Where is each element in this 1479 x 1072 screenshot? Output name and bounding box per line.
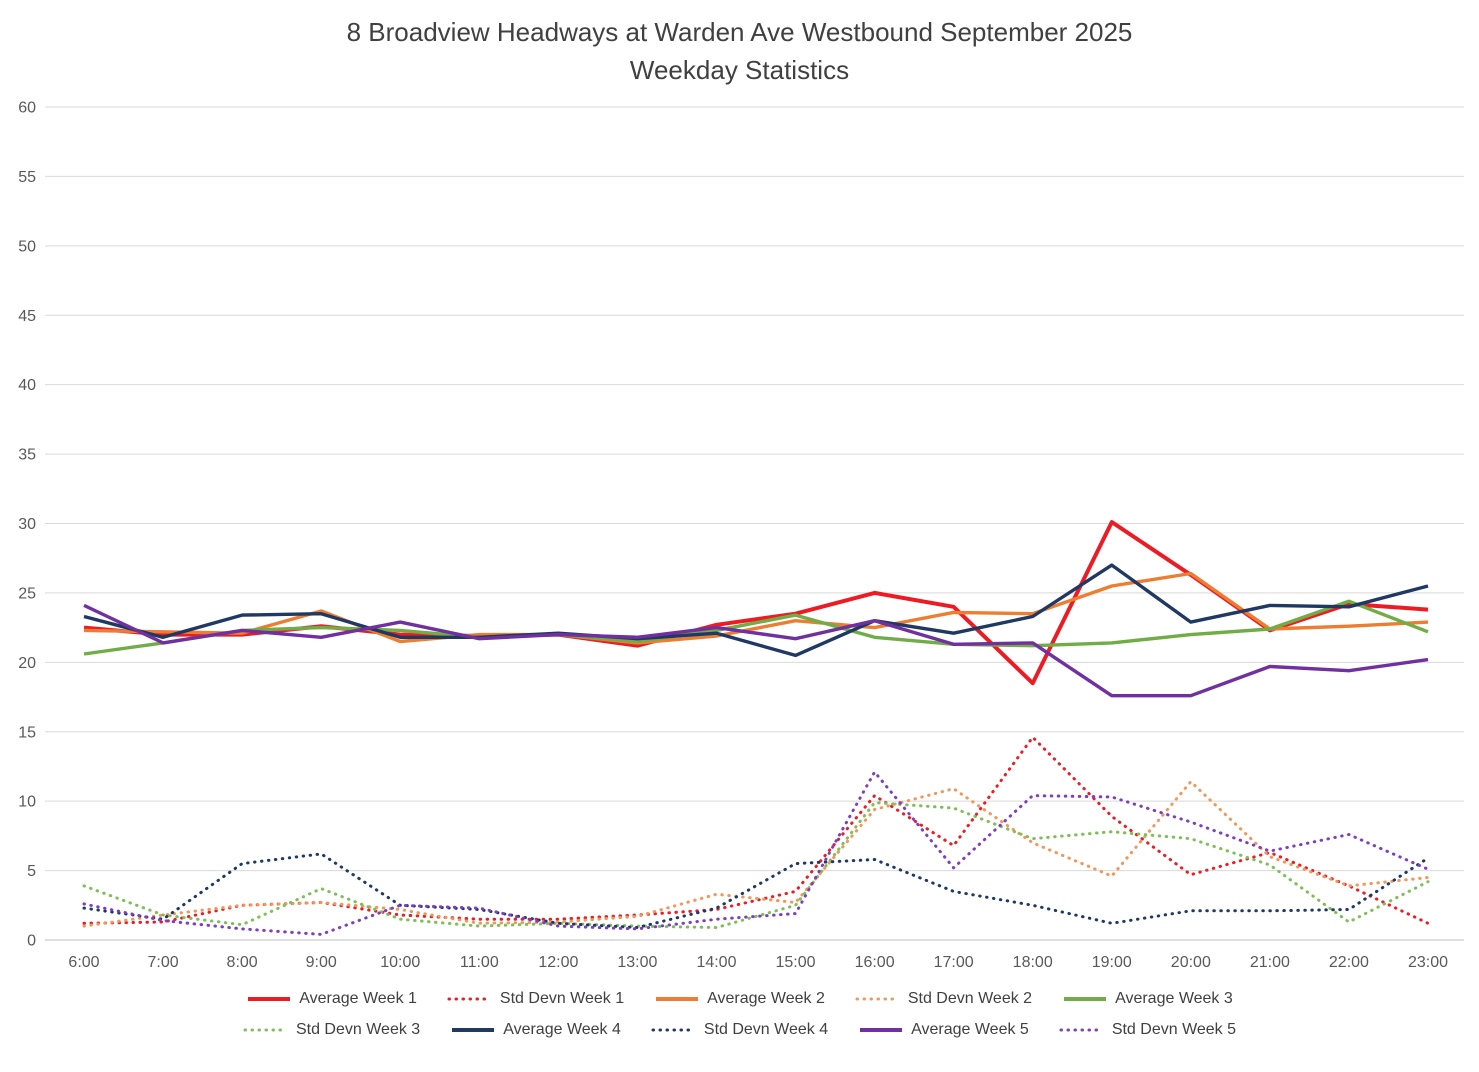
legend-item-average-week-1: Average Week 1 bbox=[246, 990, 417, 1008]
legend-item-std-devn-week-2: Std Devn Week 2 bbox=[855, 990, 1032, 1008]
x-tick-label: 13:00 bbox=[617, 954, 657, 971]
legend-item-std-devn-week-1: Std Devn Week 1 bbox=[447, 990, 624, 1008]
legend-dotted-line-icon bbox=[855, 997, 901, 1001]
series-line-std-devn-week-1 bbox=[82, 735, 1430, 925]
legend-item-average-week-4: Average Week 4 bbox=[450, 1021, 621, 1039]
legend-dotted-line-icon bbox=[243, 1028, 289, 1032]
y-tick-label: 5 bbox=[27, 863, 36, 880]
y-tick-label: 15 bbox=[18, 724, 36, 741]
x-tick-label: 22:00 bbox=[1329, 954, 1369, 971]
legend-label: Std Devn Week 5 bbox=[1111, 1021, 1237, 1038]
y-tick-label: 10 bbox=[18, 794, 36, 811]
gridlines bbox=[45, 106, 1464, 941]
y-tick-label: 20 bbox=[18, 655, 36, 672]
x-tick-label: 14:00 bbox=[696, 954, 736, 971]
legend-row: Std Devn Week 3 Average Week 4 Std Devn We… bbox=[243, 1021, 1236, 1039]
legend-dotted-line-icon bbox=[447, 997, 493, 1001]
y-tick-label: 0 bbox=[27, 933, 36, 950]
legend-dotted-line-icon bbox=[651, 1028, 697, 1032]
series-line-average-week-1 bbox=[83, 520, 1429, 686]
legend-item-average-week-3: Average Week 3 bbox=[1062, 990, 1233, 1008]
legend-label: Std Devn Week 1 bbox=[499, 990, 625, 1007]
x-tick-label: 12:00 bbox=[538, 954, 578, 971]
legend: Average Week 1 Std Devn Week 1 Average Wee… bbox=[0, 990, 1479, 1039]
series-line-average-week-3 bbox=[83, 599, 1429, 656]
x-tick-label: 21:00 bbox=[1250, 954, 1290, 971]
x-tick-label: 19:00 bbox=[1092, 954, 1132, 971]
x-axis-labels: 6:00 7:00 8:00 9:00 10:00 11:00 12:00 13:00 14:0… bbox=[68, 954, 1448, 971]
chart-title: 8 Broadview Headways at Warden Ave Westb… bbox=[346, 17, 1133, 47]
series-line-std-devn-week-2 bbox=[82, 780, 1430, 928]
legend-label: Std Devn Week 2 bbox=[907, 990, 1033, 1007]
y-tick-label: 25 bbox=[18, 585, 36, 602]
legend-label: Average Week 2 bbox=[707, 990, 825, 1007]
y-tick-label: 40 bbox=[18, 377, 36, 394]
legend-label: Average Week 3 bbox=[1115, 990, 1233, 1007]
y-tick-label: 35 bbox=[18, 447, 36, 464]
chart-subtitle: Weekday Statistics bbox=[629, 55, 850, 85]
x-tick-label: 18:00 bbox=[1013, 954, 1053, 971]
legend-solid-line-icon bbox=[656, 997, 699, 1001]
y-axis-labels: 0 5 10 15 20 25 30 35 40 45 50 55 60 bbox=[18, 100, 36, 950]
x-tick-label: 23:00 bbox=[1408, 954, 1448, 971]
legend-label: Std Devn Week 3 bbox=[295, 1021, 421, 1038]
series-line-average-week-4 bbox=[83, 563, 1429, 658]
legend-row: Average Week 1 Std Devn Week 1 Average Wee… bbox=[246, 990, 1233, 1008]
legend-dotted-line-icon bbox=[1059, 1028, 1105, 1032]
x-tick-label: 9:00 bbox=[306, 954, 337, 971]
legend-item-average-week-5: Average Week 5 bbox=[858, 1021, 1029, 1039]
x-tick-label: 16:00 bbox=[855, 954, 895, 971]
legend-solid-line-icon bbox=[452, 1028, 495, 1032]
legend-solid-line-icon bbox=[248, 997, 291, 1001]
series-line-std-devn-week-5 bbox=[82, 770, 1430, 936]
x-tick-label: 7:00 bbox=[147, 954, 178, 971]
y-tick-label: 60 bbox=[18, 100, 36, 117]
x-tick-label: 11:00 bbox=[460, 954, 499, 971]
x-tick-label: 20:00 bbox=[1171, 954, 1211, 971]
y-tick-label: 45 bbox=[18, 308, 36, 325]
legend-item-std-devn-week-5: Std Devn Week 5 bbox=[1059, 1021, 1236, 1039]
legend-solid-line-icon bbox=[1064, 997, 1107, 1001]
legend-solid-line-icon bbox=[860, 1028, 903, 1032]
x-tick-label: 8:00 bbox=[227, 954, 258, 971]
legend-label: Average Week 5 bbox=[911, 1021, 1029, 1038]
series-line-average-week-5 bbox=[83, 603, 1429, 698]
x-tick-label: 10:00 bbox=[380, 954, 420, 971]
legend-item-average-week-2: Average Week 2 bbox=[654, 990, 825, 1008]
x-tick-label: 17:00 bbox=[934, 954, 974, 971]
x-tick-label: 6:00 bbox=[68, 954, 99, 971]
chart-title-block: 8 Broadview Headways at Warden Ave Westb… bbox=[0, 0, 1479, 89]
y-tick-label: 55 bbox=[18, 169, 36, 186]
x-tick-label: 15:00 bbox=[776, 954, 816, 971]
plot-area: 0 5 10 15 20 25 30 35 40 45 50 55 60 6:00 7:00 8:00 9:00… bbox=[18, 100, 1464, 971]
y-tick-label: 30 bbox=[18, 516, 36, 533]
legend-label: Average Week 4 bbox=[503, 1021, 621, 1038]
legend-label: Average Week 1 bbox=[299, 990, 417, 1007]
y-tick-label: 50 bbox=[18, 238, 36, 255]
series-line-std-devn-week-4 bbox=[82, 852, 1430, 929]
series-line-std-devn-week-3 bbox=[82, 801, 1430, 929]
legend-item-std-devn-week-4: Std Devn Week 4 bbox=[651, 1021, 828, 1039]
legend-item-std-devn-week-3: Std Devn Week 3 bbox=[243, 1021, 420, 1039]
legend-label: Std Devn Week 4 bbox=[703, 1021, 829, 1038]
